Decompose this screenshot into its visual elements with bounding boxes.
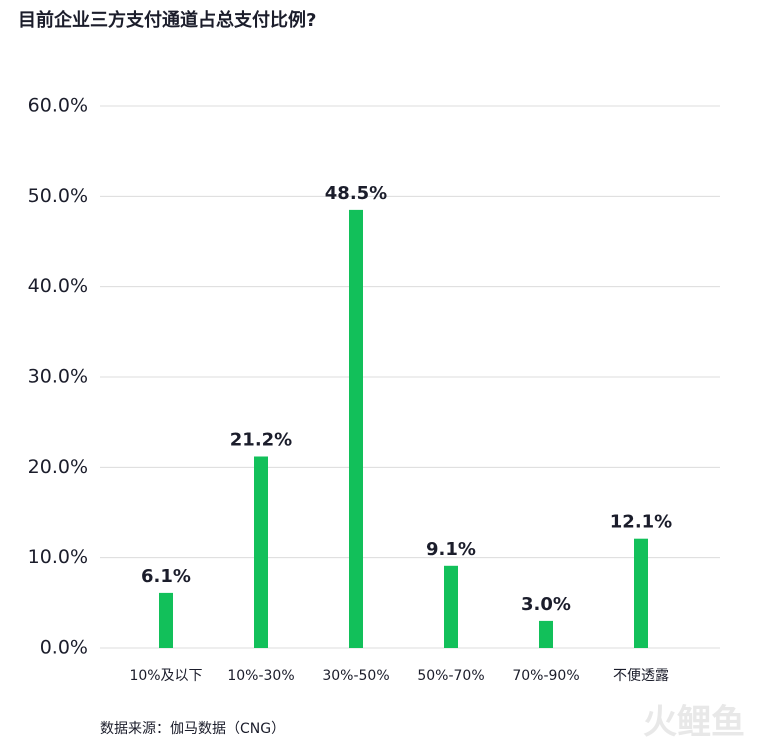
x-tick-label: 30%-50% [322,668,389,684]
x-tick-label: 50%-70% [417,668,484,684]
y-tick-label: 40.0% [28,275,88,297]
x-tick-label: 10%-30% [227,668,294,684]
value-label: 12.1% [610,512,672,533]
y-tick-label: 10.0% [28,546,88,568]
bar [254,456,268,648]
bar [444,565,458,648]
source-note: 数据来源：伽马数据（CNG） [100,721,285,737]
chart-title: 目前企业三方支付通道占总支付比例? [18,9,316,31]
bar [539,620,553,648]
x-tick-label: 70%-90% [512,668,579,684]
value-label: 3.0% [521,594,571,615]
value-label: 6.1% [141,566,191,587]
x-tick-label: 不便透露 [613,668,669,684]
y-tick-label: 30.0% [28,366,88,388]
bar [634,538,648,648]
bar [159,592,173,648]
x-tick-label: 10%及以下 [129,668,202,684]
value-label: 9.1% [426,539,476,560]
y-tick-label: 60.0% [28,95,88,117]
watermark: 火鲤鱼 [643,703,745,743]
value-label: 21.2% [230,429,292,450]
bar [349,209,363,648]
value-label: 48.5% [325,183,387,204]
y-tick-label: 0.0% [40,637,88,659]
y-tick-label: 20.0% [28,456,88,478]
y-tick-label: 50.0% [28,185,88,207]
